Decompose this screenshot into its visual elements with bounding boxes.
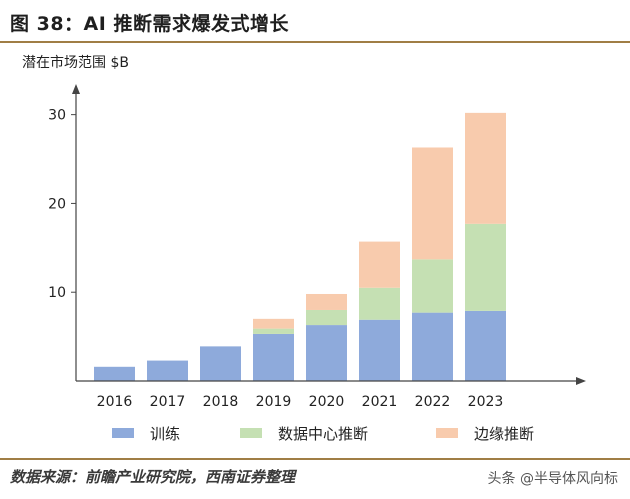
legend-swatch-2 bbox=[436, 428, 458, 438]
title-divider bbox=[0, 41, 630, 43]
legend-label-0: 训练 bbox=[150, 425, 180, 443]
bar-2022-series-1 bbox=[412, 259, 453, 313]
data-source: 数据来源：前瞻产业研究院，西南证券整理 bbox=[10, 468, 296, 486]
x-tick-label: 2020 bbox=[309, 394, 345, 410]
y-axis-label: 潜在市场范围 $B bbox=[22, 55, 129, 71]
x-tick-label: 2022 bbox=[415, 394, 451, 410]
bar-2018-series-0 bbox=[200, 346, 241, 381]
x-tick-label: 2023 bbox=[468, 394, 504, 410]
legend-label-2: 边缘推断 bbox=[474, 425, 534, 443]
bar-2017-series-0 bbox=[147, 360, 188, 381]
bar-2020-series-0 bbox=[306, 325, 347, 381]
y-tick-label: 10 bbox=[48, 285, 66, 301]
bar-2020-series-2 bbox=[306, 293, 347, 310]
legend-label-1: 数据中心推断 bbox=[278, 425, 368, 443]
y-tick-label: 30 bbox=[48, 108, 66, 124]
bar-2021-series-2 bbox=[359, 241, 400, 288]
title-bar: 图 38：AI 推断需求爆发式增长 bbox=[0, 0, 630, 42]
bar-2021-series-1 bbox=[359, 287, 400, 320]
bar-2021-series-0 bbox=[359, 319, 400, 381]
watermark: 头条 @半导体风向标 bbox=[487, 471, 618, 487]
bar-2016-series-0 bbox=[94, 366, 135, 381]
bar-2023-series-2 bbox=[465, 112, 506, 224]
bar-2023-series-1 bbox=[465, 223, 506, 311]
x-tick-label: 2018 bbox=[203, 394, 239, 410]
y-tick-label: 20 bbox=[48, 196, 66, 212]
legend-swatch-0 bbox=[112, 428, 134, 438]
bar-2022-series-0 bbox=[412, 312, 453, 381]
figure-title: 图 38：AI 推断需求爆发式增长 bbox=[10, 13, 289, 35]
legend-swatch-1 bbox=[240, 428, 262, 438]
x-tick-label: 2016 bbox=[97, 394, 133, 410]
y-axis-arrow bbox=[72, 84, 80, 94]
bar-2019-series-2 bbox=[253, 318, 294, 329]
x-tick-label: 2019 bbox=[256, 394, 292, 410]
x-tick-label: 2017 bbox=[150, 394, 186, 410]
bar-2019-series-1 bbox=[253, 328, 294, 334]
bar-2023-series-0 bbox=[465, 310, 506, 381]
footer-divider bbox=[0, 458, 630, 460]
bar-2022-series-2 bbox=[412, 147, 453, 260]
bar-2019-series-0 bbox=[253, 333, 294, 381]
x-tick-label: 2021 bbox=[362, 394, 398, 410]
bar-2020-series-1 bbox=[306, 309, 347, 326]
x-axis-arrow bbox=[576, 377, 586, 385]
